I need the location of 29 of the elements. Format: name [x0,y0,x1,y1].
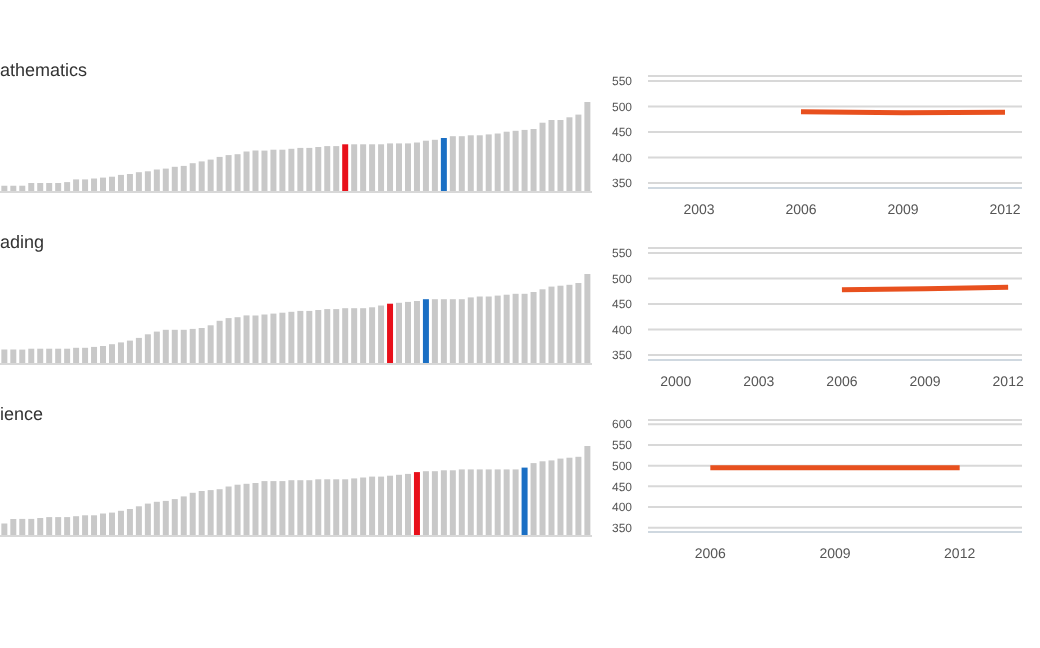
bar [252,482,259,536]
bar [252,150,259,192]
chart-title: ience [0,402,46,428]
bar [404,473,411,536]
bar [252,315,259,364]
bar [243,151,250,192]
bar [539,289,546,364]
bar [396,302,403,364]
bar [413,301,420,364]
bar [1,349,8,364]
bar [351,144,358,192]
bar [1,523,8,536]
bar [521,467,528,536]
bar [431,139,438,192]
bar [440,138,447,192]
bar [342,144,349,192]
bar [512,469,519,536]
bar [243,483,250,536]
chart-title: ading [0,230,47,256]
bar [539,122,546,192]
bar [422,299,429,364]
bar [548,286,555,364]
bar [548,120,555,192]
chart-title: athematics [0,58,90,84]
bar [548,460,555,536]
bar [413,472,420,536]
bar [243,315,250,364]
bar [539,461,546,536]
bar [387,303,394,364]
